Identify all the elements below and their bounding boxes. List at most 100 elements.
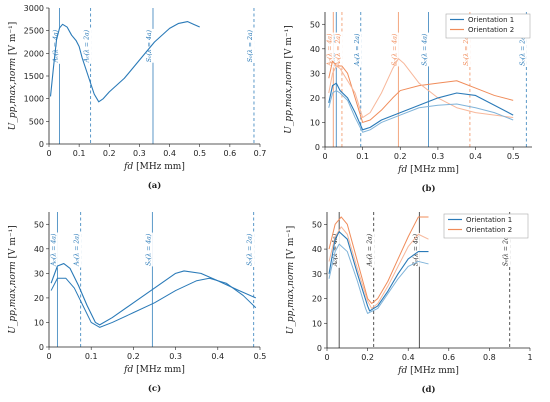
x-tick-label: 0.2 <box>361 353 374 362</box>
reference-line-label: S₀(λ = 4a) <box>422 33 429 66</box>
y-axis-label: U_pp,max,norm [V m⁻¹] <box>8 225 18 334</box>
series-line <box>328 82 514 131</box>
x-axis-label: fd [MHz mm] <box>123 162 185 172</box>
series-line <box>328 58 514 119</box>
y-axis-label: U_pp,max,norm [V m⁻¹] <box>284 25 294 134</box>
y-tick-label: 2000 <box>24 49 44 58</box>
reference-line-label: S₀(λ = 2a) <box>463 33 470 66</box>
legend-entry: Orientation 2 <box>466 226 512 234</box>
series-line <box>49 21 200 103</box>
y-tick-label: 10 <box>310 118 320 127</box>
series-line <box>50 277 257 328</box>
label-bg <box>325 32 334 68</box>
label-bg <box>502 232 511 267</box>
label-bg <box>411 232 420 267</box>
y-tick-label: 30 <box>312 270 322 279</box>
x-tick-label: 0 <box>322 152 327 161</box>
reference-line-label: S₀(λ = 2a) <box>247 233 254 266</box>
label-bg <box>49 232 58 268</box>
label-bg <box>246 28 255 63</box>
x-tick-label: 0.6 <box>223 149 236 158</box>
label-bg <box>518 32 527 67</box>
x-tick-label: 0.2 <box>394 152 407 161</box>
legend-entry: Orientation 1 <box>468 16 514 24</box>
label-bg <box>145 28 154 63</box>
legend-entry: Orientation 1 <box>466 216 512 224</box>
x-tick-label: 0.4 <box>402 353 415 362</box>
x-tick-label: 0.3 <box>432 152 445 161</box>
label-bg <box>83 28 92 64</box>
series-line <box>328 226 429 309</box>
x-tick-label: 0 <box>324 353 329 362</box>
reference-line-label: S₀(λ = 4a) <box>145 233 152 266</box>
x-tick-label: 0.8 <box>483 353 496 362</box>
series-line <box>328 90 514 133</box>
label-bg <box>421 32 429 67</box>
panel-b: A₀(λ = 4a) A₀(λ = 2a) S₀(λ = 4a) S₀(λ = 2a)… <box>284 12 532 194</box>
y-tick-label: 40 <box>312 245 322 254</box>
x-tick-label: 0 <box>46 352 51 361</box>
y-tick-label: 0 <box>39 140 44 149</box>
reference-line-label: A₀(λ = 2a) <box>84 29 91 63</box>
reference-line-label: S₀(λ = 4a) <box>391 33 398 66</box>
x-tick-label: 0.1 <box>73 149 86 158</box>
x-tick-label: 0.5 <box>254 352 267 361</box>
series-line <box>328 216 429 304</box>
x-tick-label: 0.4 <box>163 149 176 158</box>
label-bg <box>353 32 362 68</box>
y-tick-label: 20 <box>312 295 322 304</box>
y-tick-label: 2500 <box>24 27 44 36</box>
x-tick-label: 0.5 <box>507 152 520 161</box>
x-tick-label: 0.2 <box>127 352 140 361</box>
y-tick-label: 30 <box>34 269 44 278</box>
reference-line-label: A₀(λ = 2a) <box>354 33 361 67</box>
reference-line-label: A₀(λ = 4a) <box>50 233 57 267</box>
label-bg <box>334 32 343 68</box>
panel-label: (c) <box>148 383 161 394</box>
x-axis-label: fd [MHz mm] <box>123 365 185 375</box>
y-tick-label: 40 <box>310 45 320 54</box>
series-line <box>328 243 429 314</box>
x-tick-label: 0.3 <box>169 352 182 361</box>
reference-line-label: A₀(λ = 4a) <box>326 33 333 67</box>
y-axis-label: U_pp,max,norm [V m⁻¹] <box>286 226 296 335</box>
y-tick-label: 1000 <box>24 95 44 104</box>
x-tick-label: 0.3 <box>133 149 146 158</box>
panel-d: A₀(λ = 4a) A₀(λ = 2a) S₀(λ = 4a) S₀(λ = 2a)… <box>286 212 533 395</box>
y-tick-label: 0 <box>39 343 44 352</box>
y-tick-label: 50 <box>34 220 44 229</box>
series-line <box>328 60 514 123</box>
y-tick-label: 500 <box>29 117 44 126</box>
x-tick-label: 0.6 <box>442 353 455 362</box>
label-bg <box>73 232 82 268</box>
reference-line-label: S₀(λ = 2a) <box>503 233 510 266</box>
y-tick-label: 0 <box>315 143 320 152</box>
x-tick-label: 0.5 <box>193 149 206 158</box>
label-bg <box>366 232 375 268</box>
label-bg <box>246 232 255 267</box>
reference-line-label: S₀(λ = 2a) <box>247 29 254 62</box>
x-tick-label: 0 <box>46 149 51 158</box>
y-tick-label: 3000 <box>24 4 44 13</box>
panel-label: (d) <box>422 384 436 395</box>
y-tick-label: 20 <box>34 294 44 303</box>
y-tick-label: 1500 <box>24 72 44 81</box>
x-tick-label: 0.1 <box>356 152 369 161</box>
y-axis-label: U_pp,max,norm [V m⁻¹] <box>8 22 18 131</box>
y-tick-label: 0 <box>317 344 322 353</box>
reference-line-label: S₀(λ = 4a) <box>146 29 153 62</box>
x-tick-label: 0.2 <box>103 149 116 158</box>
y-tick-label: 20 <box>310 94 320 103</box>
legend-box <box>443 213 529 239</box>
x-axis-label: fd [MHz mm] <box>397 366 459 376</box>
panel-label: (a) <box>148 180 162 191</box>
x-tick-label: 0.7 <box>254 149 267 158</box>
reference-line-label: S₀(λ = 4a) <box>412 233 419 266</box>
y-tick-label: 40 <box>34 245 44 254</box>
y-tick-label: 50 <box>310 20 320 29</box>
reference-line-label: S₀(λ = 2a) <box>519 33 526 66</box>
x-tick-label: 0.4 <box>211 352 224 361</box>
x-tick-label: 1 <box>527 353 532 362</box>
series-line <box>50 263 256 326</box>
